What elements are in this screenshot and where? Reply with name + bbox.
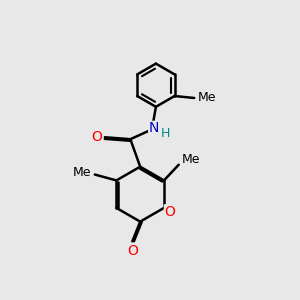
Text: O: O bbox=[127, 244, 138, 258]
Text: O: O bbox=[92, 130, 102, 144]
Text: Me: Me bbox=[198, 92, 216, 104]
Text: O: O bbox=[164, 205, 175, 219]
Text: H: H bbox=[161, 127, 170, 140]
Text: Me: Me bbox=[73, 166, 91, 179]
Text: N: N bbox=[149, 122, 159, 135]
Text: Me: Me bbox=[182, 153, 201, 166]
